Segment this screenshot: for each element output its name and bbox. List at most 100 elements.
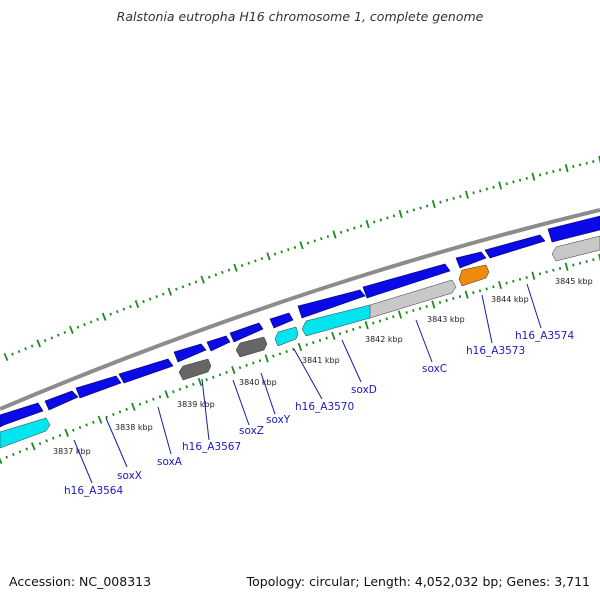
tick-mark: [538, 173, 542, 177]
gene-arrow[interactable]: [551, 235, 600, 262]
tick-mark: [181, 285, 185, 289]
tick-mark: [64, 428, 69, 437]
tick-mark: [188, 282, 191, 286]
gene-arrow[interactable]: [206, 335, 231, 352]
tick-mark: [25, 447, 29, 451]
gene-arrow[interactable]: [458, 264, 490, 287]
tick-mark: [247, 261, 251, 265]
map-title: Ralstonia eutropha H16 chromosome 1, com…: [116, 9, 484, 24]
tick-mark: [572, 164, 575, 169]
gene-label[interactable]: soxA: [157, 456, 183, 468]
gene-label[interactable]: h16_A3574: [515, 330, 574, 342]
gene-arrow[interactable]: [235, 336, 268, 358]
gene-arrow[interactable]: [118, 358, 174, 384]
tick-mark: [313, 239, 316, 243]
tick-mark: [258, 359, 262, 363]
tick-mark: [397, 310, 403, 319]
gene-label[interactable]: h16_A3573: [466, 345, 525, 357]
gene-label[interactable]: soxY: [266, 414, 291, 426]
tick-mark: [145, 400, 148, 404]
tick-mark: [505, 182, 508, 186]
gene-labels: h16_A3564 soxX soxA h16_A3567 soxZ soxY …: [64, 330, 574, 497]
tick-mark: [142, 299, 145, 304]
gene-label[interactable]: soxD: [351, 384, 377, 396]
tick-mark: [0, 457, 3, 465]
tick-mark: [292, 347, 295, 351]
scale-label: 3839 kbp: [177, 400, 215, 409]
gene-label-leaders: [73, 283, 542, 484]
tick-mark: [412, 309, 415, 313]
gene-label[interactable]: soxZ: [239, 425, 264, 437]
tick-mark: [245, 363, 248, 367]
gene-arrow[interactable]: [455, 251, 487, 269]
tick-mark: [218, 373, 222, 377]
gene-arrow[interactable]: [173, 343, 207, 363]
tick-mark: [385, 317, 388, 321]
tick-mark: [89, 320, 93, 324]
tick-mark: [578, 261, 582, 265]
tick-mark: [392, 214, 396, 218]
tick-mark: [598, 155, 600, 165]
scale-label: 3844 kbp: [491, 295, 529, 304]
tick-mark: [43, 339, 47, 343]
tick-mark: [214, 273, 218, 277]
gene-arrow[interactable]: [269, 312, 294, 329]
tick-mark: [459, 194, 462, 198]
gene-arrow[interactable]: [44, 390, 79, 411]
gene-arrow[interactable]: [362, 263, 451, 299]
gene-label[interactable]: soxC: [422, 363, 447, 375]
gene-arrow[interactable]: [178, 358, 212, 381]
tick-mark: [345, 330, 348, 334]
gene-label[interactable]: soxX: [117, 470, 142, 482]
tick-mark: [585, 259, 588, 263]
gene-arrow[interactable]: [547, 215, 600, 243]
tick-mark: [359, 224, 363, 228]
tick-mark: [192, 382, 195, 386]
tick-mark: [115, 310, 119, 314]
gene-arrow[interactable]: [75, 375, 122, 399]
gene-label[interactable]: h16_A3567: [182, 441, 241, 453]
tick-mark: [405, 311, 408, 315]
gene-arrow[interactable]: [229, 322, 264, 343]
scale-label: 3842 kbp: [365, 335, 403, 344]
gene-label[interactable]: h16_A3564: [64, 485, 123, 497]
tick-mark: [134, 299, 140, 309]
tick-mark: [164, 390, 169, 399]
tick-mark: [278, 352, 282, 356]
tick-mark: [30, 442, 36, 451]
tick-mark: [148, 297, 152, 301]
tick-mark: [318, 338, 322, 342]
tick-mark: [331, 331, 336, 340]
tick-mark: [431, 300, 436, 309]
gene-arrow[interactable]: [0, 417, 51, 449]
scale-label: 3845 kbp: [555, 277, 593, 286]
tick-mark: [51, 436, 55, 440]
tick-mark: [273, 252, 277, 256]
tick-mark: [485, 187, 489, 191]
gene-arrow[interactable]: [297, 289, 366, 319]
leader-line: [293, 348, 323, 400]
leader-line: [105, 417, 128, 468]
tick-mark: [425, 305, 428, 308]
tick-mark: [167, 287, 173, 296]
tick-mark: [545, 171, 548, 175]
gene-arrow[interactable]: [369, 279, 457, 319]
tick-mark: [352, 327, 355, 331]
tick-mark: [552, 170, 555, 174]
tick-mark: [419, 206, 422, 210]
tick-mark: [518, 178, 522, 182]
gene-arrow[interactable]: [274, 326, 299, 347]
tick-mark: [325, 336, 328, 340]
tick-mark: [131, 402, 136, 411]
leader-line: [526, 283, 542, 329]
tick-mark: [197, 377, 203, 387]
gene-arrow[interactable]: [484, 234, 546, 259]
tick-mark: [545, 270, 548, 274]
gene-arrow[interactable]: [0, 402, 44, 428]
gene-label[interactable]: h16_A3570: [295, 401, 354, 413]
tick-mark: [479, 189, 482, 193]
tick-mark: [365, 219, 370, 229]
tick-mark: [112, 412, 115, 417]
tick-mark: [233, 263, 238, 272]
